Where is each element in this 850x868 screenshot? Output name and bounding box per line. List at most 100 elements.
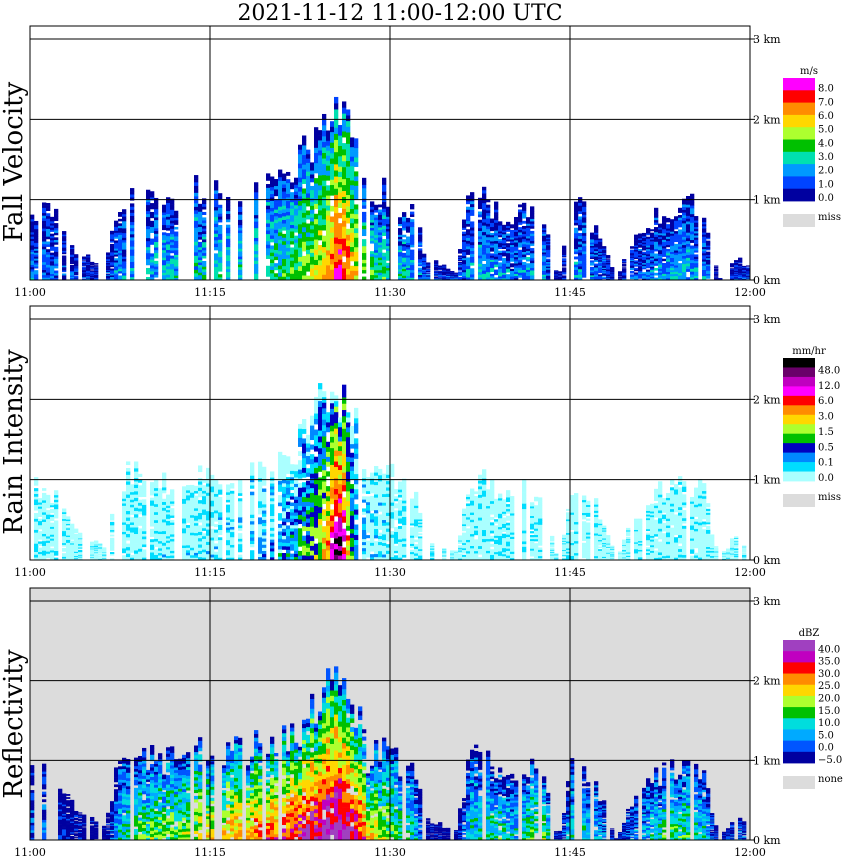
- heat-cell: [598, 267, 603, 269]
- heat-cell: [38, 498, 43, 501]
- heat-cell: [198, 259, 203, 263]
- heat-cell: [114, 266, 119, 269]
- heat-cell: [166, 505, 171, 508]
- heat-cell: [330, 216, 335, 223]
- heat-cell: [78, 553, 83, 555]
- heat-cell: [426, 270, 431, 271]
- heat-cell: [542, 231, 547, 234]
- heat-cell: [190, 484, 195, 488]
- heat-cell: [50, 550, 55, 553]
- heat-cell: [30, 232, 35, 235]
- heat-cell: [326, 220, 331, 226]
- heat-cell: [298, 261, 303, 267]
- heat-cell: [678, 241, 683, 245]
- heat-cell: [306, 149, 311, 155]
- heat-cell: [578, 271, 583, 275]
- heat-cell: [662, 239, 667, 243]
- heat-cell: [150, 544, 155, 548]
- heat-cell: [542, 228, 547, 231]
- heat-cell: [510, 274, 515, 277]
- heat-cell: [506, 264, 511, 267]
- heat-cell: [622, 270, 627, 272]
- heat-cell: [606, 276, 611, 278]
- heat-cell: [146, 201, 151, 206]
- heat-cell: [638, 267, 643, 270]
- heat-cell: [442, 276, 447, 278]
- heat-cell: [162, 554, 167, 558]
- heat-cell: [138, 488, 143, 492]
- heat-cell: [98, 557, 103, 559]
- heat-cell: [34, 532, 39, 536]
- heat-cell: [70, 545, 75, 547]
- heat-cell: [606, 264, 611, 266]
- heat-cell: [86, 270, 91, 272]
- heat-cell: [610, 278, 615, 279]
- heat-cell: [638, 262, 643, 265]
- heat-cell: [498, 250, 503, 253]
- heat-cell: [662, 224, 667, 228]
- heat-cell: [206, 550, 211, 555]
- heat-cell: [446, 276, 451, 277]
- heat-cell: [730, 275, 735, 277]
- heat-cell: [202, 546, 207, 550]
- heat-cell: [530, 240, 535, 244]
- heat-cell: [42, 230, 47, 234]
- heat-cell: [66, 555, 71, 558]
- heat-cell: [122, 543, 127, 547]
- heat-cell: [214, 246, 219, 251]
- heat-cell: [486, 271, 491, 275]
- heat-cell: [290, 227, 295, 232]
- heat-cell: [162, 222, 167, 226]
- heat-cell: [230, 531, 235, 535]
- heat-cell: [158, 552, 163, 556]
- heat-cell: [74, 554, 79, 557]
- heat-cell: [606, 271, 611, 273]
- heat-cell: [574, 240, 579, 244]
- heat-cell: [282, 272, 287, 277]
- heat-cell: [74, 551, 79, 553]
- heat-cell: [486, 236, 491, 240]
- heat-cell: [682, 269, 687, 273]
- heat-cell: [210, 557, 215, 561]
- heat-cell: [518, 269, 523, 273]
- heat-cell: [30, 242, 35, 246]
- heat-cell: [302, 149, 307, 156]
- heat-cell: [674, 269, 679, 272]
- heat-cell: [690, 210, 695, 215]
- heat-cell: [630, 260, 635, 263]
- heat-cell: [490, 257, 495, 260]
- heat-cell: [330, 274, 335, 281]
- heat-cell: [286, 236, 291, 241]
- heat-cell: [282, 226, 287, 231]
- heat-cell: [154, 525, 159, 529]
- heat-cell: [198, 500, 203, 504]
- heat-cell: [666, 269, 671, 273]
- heat-cell: [622, 262, 627, 264]
- heat-cell: [346, 194, 351, 201]
- heat-cell: [606, 256, 611, 258]
- heat-cell: [490, 263, 495, 266]
- heat-cell: [470, 239, 475, 243]
- heat-cell: [554, 276, 559, 278]
- heat-cell: [690, 271, 695, 275]
- heat-cell: [526, 219, 531, 222]
- heat-cell: [510, 252, 515, 255]
- heat-cell: [542, 261, 547, 264]
- heat-cell: [702, 250, 707, 254]
- heat-cell: [690, 205, 695, 209]
- heat-cell: [418, 244, 423, 247]
- heat-cell: [170, 271, 175, 275]
- heat-cell: [46, 497, 51, 500]
- heat-cell: [354, 265, 359, 271]
- heat-cell: [122, 261, 127, 264]
- heat-cell: [346, 234, 351, 241]
- heat-cell: [662, 241, 667, 245]
- heat-cell: [62, 262, 67, 264]
- heat-cell: [42, 528, 47, 532]
- heat-cell: [486, 255, 491, 259]
- heat-cell: [198, 512, 203, 517]
- heat-cell: [374, 219, 379, 223]
- legend-level: 4.0: [818, 138, 834, 149]
- heat-cell: [170, 524, 175, 528]
